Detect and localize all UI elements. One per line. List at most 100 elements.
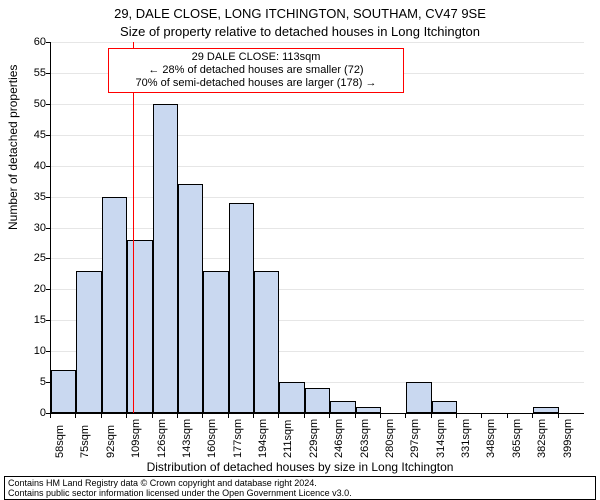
xtick-label: 109sqm [130, 419, 142, 458]
xtick-mark [431, 414, 432, 418]
info-box-line: ← 28% of detached houses are smaller (72… [115, 64, 397, 77]
ytick-label: 40 [16, 160, 46, 172]
histogram-bar [51, 370, 76, 413]
ytick-label: 0 [16, 407, 46, 419]
ytick-label: 45 [16, 129, 46, 141]
xtick-mark [126, 414, 127, 418]
xtick-label: 160sqm [206, 419, 218, 458]
histogram-bar [533, 407, 558, 413]
histogram-bar [229, 203, 254, 413]
ytick-mark [46, 320, 50, 321]
histogram-bar [330, 401, 355, 413]
ytick-mark [46, 228, 50, 229]
y-axis-label: Number of detached properties [6, 65, 20, 230]
xtick-label: 194sqm [257, 419, 269, 458]
gridline [51, 42, 584, 43]
xtick-mark [152, 414, 153, 418]
info-box-line: 70% of semi-detached houses are larger (… [115, 77, 397, 90]
histogram-bar [254, 271, 279, 413]
xtick-label: 58sqm [54, 425, 66, 458]
ytick-mark [46, 258, 50, 259]
xtick-mark [101, 414, 102, 418]
histogram-bar [153, 104, 178, 413]
xtick-label: 92sqm [105, 425, 117, 458]
xtick-label: 314sqm [435, 419, 447, 458]
gridline [51, 228, 584, 229]
plot-area [50, 42, 584, 414]
ytick-mark [46, 104, 50, 105]
info-box: 29 DALE CLOSE: 113sqm← 28% of detached h… [108, 48, 404, 93]
x-axis-label: Distribution of detached houses by size … [0, 460, 600, 474]
gridline [51, 197, 584, 198]
marker-line [133, 42, 134, 413]
ytick-mark [46, 73, 50, 74]
histogram-bar [279, 382, 304, 413]
ytick-mark [46, 382, 50, 383]
xtick-label: 263sqm [359, 419, 371, 458]
gridline [51, 135, 584, 136]
xtick-mark [304, 414, 305, 418]
histogram-bar [127, 240, 152, 413]
xtick-mark [278, 414, 279, 418]
xtick-mark [228, 414, 229, 418]
xtick-mark [50, 414, 51, 418]
xtick-mark [456, 414, 457, 418]
xtick-mark [75, 414, 76, 418]
ytick-label: 60 [16, 36, 46, 48]
xtick-label: 331sqm [460, 419, 472, 458]
footer-line1: Contains HM Land Registry data © Crown c… [8, 478, 592, 488]
ytick-mark [46, 166, 50, 167]
histogram-bar [432, 401, 457, 413]
gridline [51, 104, 584, 105]
histogram-bar [406, 382, 431, 413]
histogram-bar [76, 271, 101, 413]
ytick-label: 5 [16, 376, 46, 388]
histogram-bar [178, 184, 203, 413]
xtick-mark [177, 414, 178, 418]
xtick-mark [481, 414, 482, 418]
histogram-bar [356, 407, 381, 413]
ytick-mark [46, 135, 50, 136]
ytick-mark [46, 197, 50, 198]
xtick-label: 382sqm [536, 419, 548, 458]
xtick-mark [202, 414, 203, 418]
xtick-mark [355, 414, 356, 418]
ytick-label: 25 [16, 252, 46, 264]
xtick-label: 229sqm [308, 419, 320, 458]
info-box-line: 29 DALE CLOSE: 113sqm [115, 51, 397, 64]
ytick-label: 55 [16, 67, 46, 79]
ytick-label: 30 [16, 222, 46, 234]
ytick-label: 15 [16, 314, 46, 326]
chart-subtitle: Size of property relative to detached ho… [0, 24, 600, 39]
gridline [51, 166, 584, 167]
xtick-label: 211sqm [282, 420, 294, 458]
xtick-mark [507, 414, 508, 418]
ytick-label: 35 [16, 191, 46, 203]
ytick-mark [46, 351, 50, 352]
xtick-label: 126sqm [156, 419, 168, 458]
xtick-label: 143sqm [181, 419, 193, 458]
xtick-label: 246sqm [333, 419, 345, 458]
xtick-label: 177sqm [232, 419, 244, 458]
ytick-mark [46, 289, 50, 290]
xtick-mark [558, 414, 559, 418]
xtick-label: 399sqm [562, 419, 574, 458]
xtick-mark [380, 414, 381, 418]
histogram-bar [203, 271, 228, 413]
chart-title: 29, DALE CLOSE, LONG ITCHINGTON, SOUTHAM… [0, 6, 600, 21]
histogram-bar [305, 388, 330, 413]
xtick-mark [253, 414, 254, 418]
footer-line2: Contains public sector information licen… [8, 488, 592, 498]
xtick-label: 280sqm [384, 419, 396, 458]
xtick-label: 365sqm [511, 419, 523, 458]
xtick-label: 297sqm [409, 419, 421, 458]
ytick-label: 50 [16, 98, 46, 110]
xtick-mark [532, 414, 533, 418]
xtick-mark [329, 414, 330, 418]
footer-attribution: Contains HM Land Registry data © Crown c… [4, 476, 596, 500]
histogram-bar [102, 197, 127, 413]
xtick-label: 75sqm [79, 425, 91, 458]
xtick-mark [405, 414, 406, 418]
ytick-mark [46, 42, 50, 43]
chart-container: 29, DALE CLOSE, LONG ITCHINGTON, SOUTHAM… [0, 0, 600, 500]
